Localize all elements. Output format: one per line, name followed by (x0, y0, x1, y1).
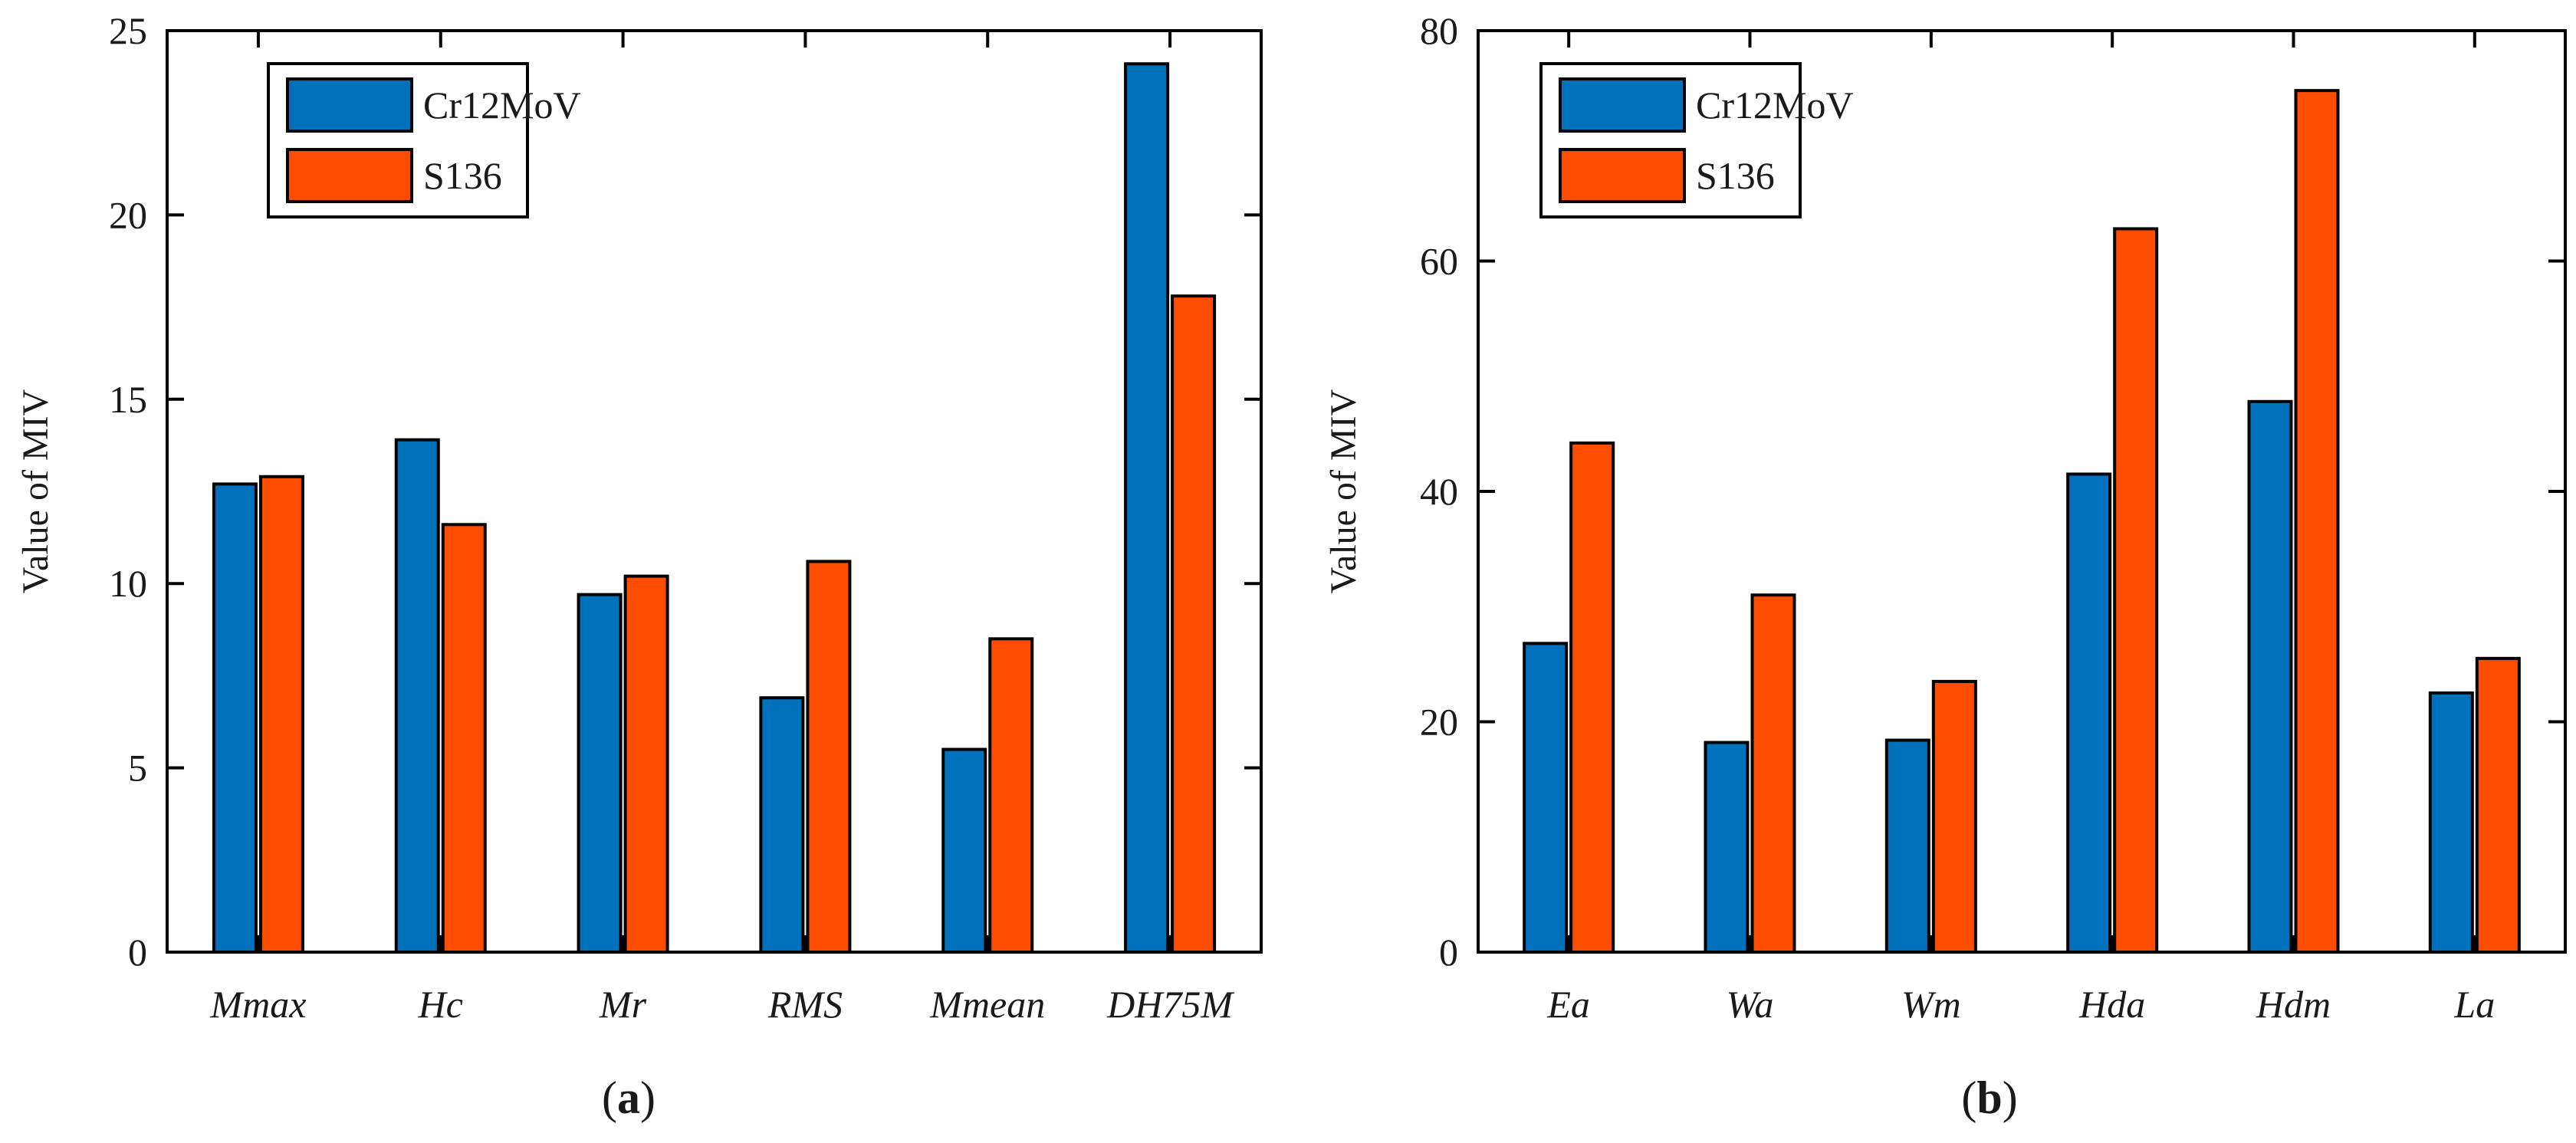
x-tick-label: Hc (418, 983, 463, 1026)
bar-S136-Mr (623, 574, 669, 954)
bar-Cr12MoV-Mr (577, 593, 623, 954)
y-tick-label: 40 (1420, 470, 1458, 513)
panel-label: (a) (602, 1072, 656, 1123)
legend-label-Cr12MoV: Cr12MoV (1696, 84, 1854, 126)
panel-label: (b) (1961, 1072, 2017, 1123)
y-tick-label: 5 (128, 747, 147, 790)
legend: Cr12MoV S136 (267, 62, 581, 218)
y-tick-label: 0 (1439, 931, 1458, 974)
x-tick-label: Wm (1901, 983, 1961, 1026)
x-tick-label: RMS (767, 983, 843, 1026)
legend-label-S136: S136 (423, 154, 502, 197)
legend-swatch-Cr12MoV (286, 77, 413, 133)
x-tick-label: Mr (599, 983, 647, 1026)
x-tick-label: Mmean (929, 983, 1045, 1026)
legend-label-S136: S136 (1696, 154, 1775, 197)
chart-panel-b: 0 20 40 60 80 Value of MIV Ea Wa Wm Hda Hdm La Cr12M… (1323, 9, 2567, 1123)
bar-S136-Mmean (988, 637, 1034, 954)
bar-Cr12MoV-La (2428, 691, 2474, 954)
y-axis-title: Value of MIV (1323, 389, 1364, 593)
x-tick-label: Ea (1546, 983, 1590, 1026)
bar-S136-Mmax (258, 475, 304, 954)
bar-S136-Ea (1569, 441, 1615, 954)
bar-S136-Hc (441, 523, 487, 954)
y-tick-label: 25 (109, 9, 147, 52)
bar-Cr12MoV-Hdm (2247, 399, 2293, 954)
bar-S136-Wm (1931, 679, 1977, 954)
legend-swatch-S136 (1559, 148, 1686, 203)
bar-Cr12MoV-DH75M (1124, 62, 1170, 954)
x-tick-label: DH75M (1106, 983, 1234, 1026)
bar-S136-Hda (2113, 227, 2159, 954)
plot-frame (166, 29, 1263, 954)
bar-Cr12MoV-Mmax (212, 482, 258, 954)
legend-label-Cr12MoV: Cr12MoV (423, 84, 581, 126)
bar-Cr12MoV-Ea (1523, 642, 1569, 954)
bar-S136-La (2475, 656, 2521, 954)
x-tick-label: Hda (2078, 983, 2145, 1026)
x-tick-label: Hdm (2256, 983, 2331, 1026)
bar-S136-RMS (806, 560, 852, 954)
bar-S136-Hdm (2294, 89, 2340, 954)
bar-S136-Wa (1750, 593, 1796, 954)
y-tick-label: 60 (1420, 240, 1458, 283)
y-tick-label: 20 (1420, 701, 1458, 744)
y-axis-title: Value of MIV (15, 389, 56, 593)
x-tick-label: Mmax (209, 983, 306, 1026)
x-tick-label: La (2453, 983, 2495, 1026)
bar-Cr12MoV-Hda (2066, 472, 2112, 954)
bar-Cr12MoV-Wm (1884, 738, 1930, 954)
bar-Cr12MoV-Wa (1704, 741, 1750, 954)
bar-Cr12MoV-Mmean (941, 747, 987, 954)
bar-Cr12MoV-RMS (759, 696, 805, 954)
y-tick-label: 20 (109, 193, 147, 236)
y-tick-label: 10 (109, 562, 147, 605)
y-tick-label: 80 (1420, 9, 1458, 52)
y-tick-label: 15 (109, 378, 147, 421)
y-tick-label: 0 (128, 931, 147, 974)
x-tick-label: Wa (1726, 983, 1773, 1026)
legend: Cr12MoV S136 (1539, 62, 1854, 218)
bar-Cr12MoV-Hc (394, 438, 440, 954)
legend-swatch-Cr12MoV (1559, 77, 1686, 133)
bar-S136-DH75M (1171, 294, 1217, 954)
chart-panel-a: 0 5 10 15 20 25 Value of MIV Mmax Hc Mr RMS Mmean DH… (15, 9, 1263, 1123)
legend-swatch-S136 (286, 148, 413, 203)
